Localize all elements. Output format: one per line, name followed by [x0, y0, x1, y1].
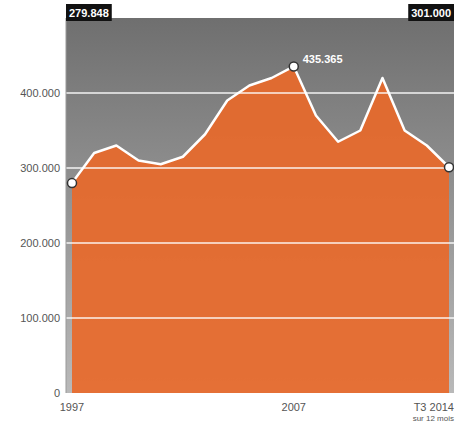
value-label: 279.848	[69, 7, 109, 19]
y-tick-label: 300.000	[20, 162, 60, 174]
marks	[72, 66, 449, 393]
point-marker	[289, 62, 298, 71]
x-tick-label: T3 2014	[414, 401, 454, 413]
label-box	[66, 4, 112, 21]
line	[72, 66, 449, 183]
point-marker	[68, 179, 77, 188]
x-tick-label: 2007	[282, 401, 306, 413]
label-box	[408, 4, 454, 21]
y-axis-line	[66, 18, 67, 393]
value-label: 301.000	[411, 7, 451, 19]
chart: 0 100.000 200.000 300.000 400.000 279.848 435.…	[0, 0, 457, 428]
line-group	[68, 62, 454, 188]
grid-line	[66, 167, 454, 169]
y-tick-label: 200.000	[20, 237, 60, 249]
plot-background	[66, 18, 454, 393]
grid-line	[66, 317, 454, 319]
grid-line	[66, 92, 454, 94]
x-tick-label: 1997	[60, 401, 84, 413]
value-label: 435.365	[303, 53, 343, 65]
y-tick-label: 400.000	[20, 87, 60, 99]
point-marker	[445, 163, 454, 172]
grid-line	[66, 242, 454, 244]
area	[72, 66, 449, 393]
y-tick-label: 100.000	[20, 312, 60, 324]
y-tick-label: 0	[54, 387, 60, 399]
x-note: sur 12 mois	[413, 414, 454, 423]
